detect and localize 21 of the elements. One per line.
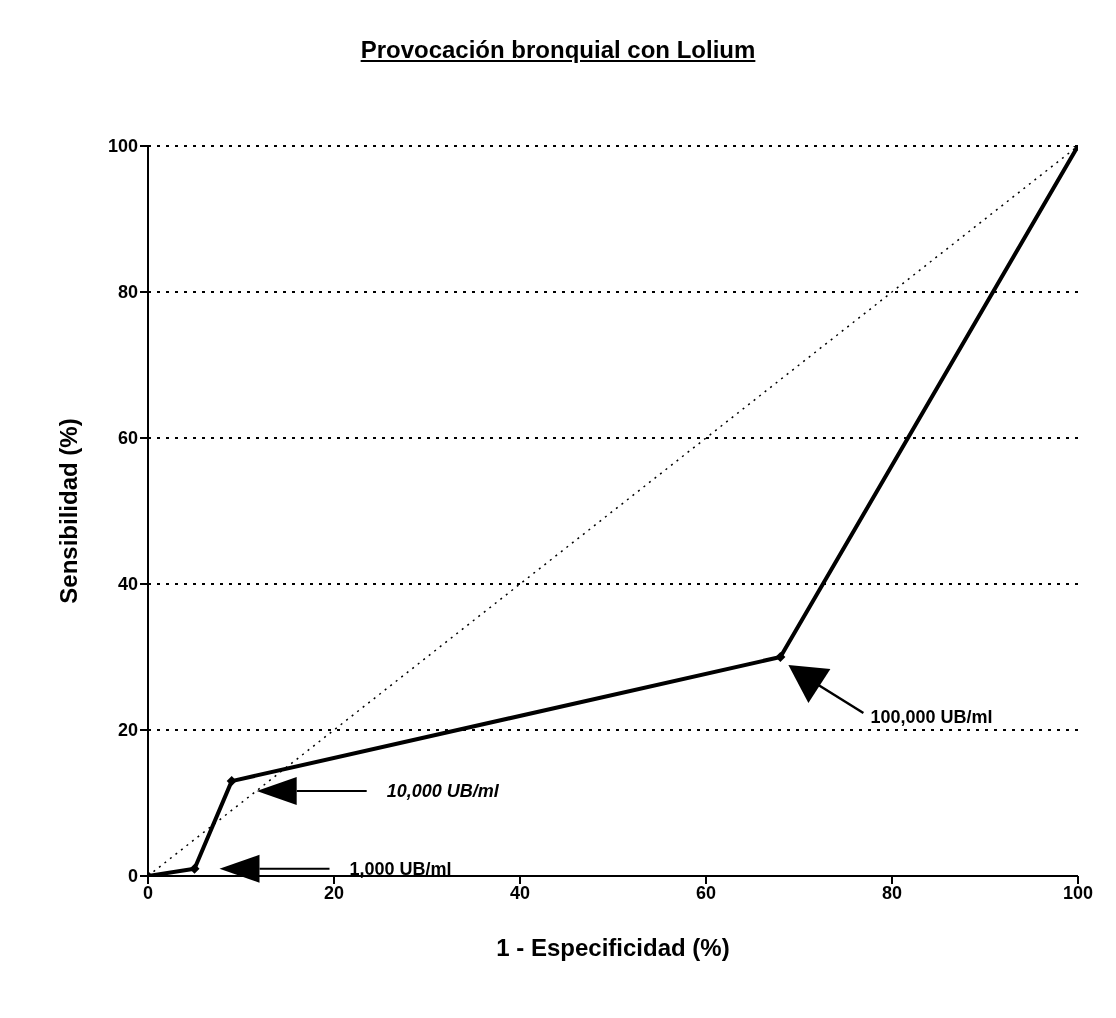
annotation: 10,000 UB/ml	[386, 781, 500, 802]
x-tick-label: 100	[1062, 882, 1094, 903]
x-tick-label: 40	[509, 882, 531, 903]
y-axis-title: Sensibilidad (%)	[54, 418, 82, 604]
y-tick-label: 0	[127, 866, 138, 887]
x-tick-label: 0	[142, 882, 154, 903]
x-tick-label: 60	[695, 882, 717, 903]
y-tick-label: 80	[117, 282, 138, 303]
point	[775, 652, 786, 662]
y-tick-label: 100	[107, 136, 138, 157]
x-tick-label: 20	[323, 882, 345, 903]
annotation: 1,000 UB/ml	[349, 858, 452, 879]
point	[189, 863, 200, 874]
annotation: 100,000 UB/ml	[870, 707, 993, 727]
chart-title: Provocación bronquial con Lolium	[359, 35, 757, 65]
y-tick-label: 60	[117, 428, 138, 449]
y-tick-label: 20	[117, 720, 138, 741]
x-tick-label: 80	[881, 882, 903, 903]
point	[226, 776, 237, 787]
y-tick-label: 40	[117, 574, 138, 595]
x-axis-title: 1 - Especificidad (%)	[496, 934, 730, 961]
